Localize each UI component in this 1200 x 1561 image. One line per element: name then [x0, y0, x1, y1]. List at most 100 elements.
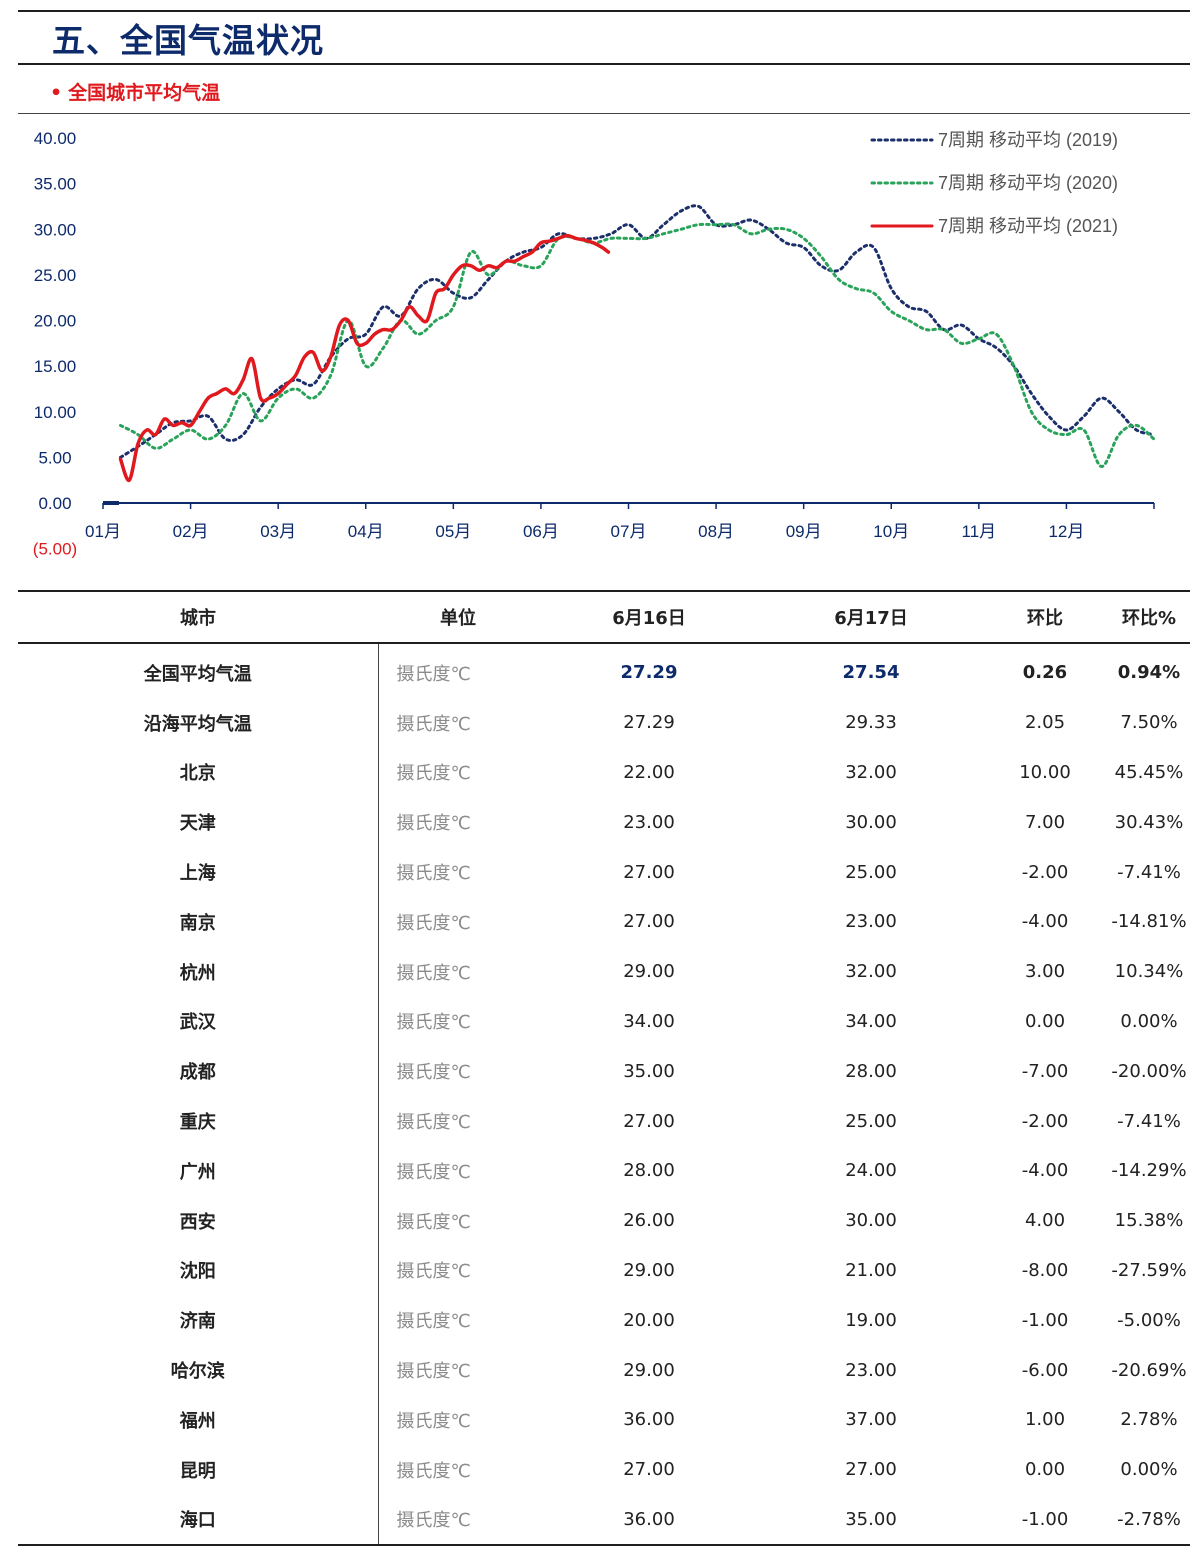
change-value: 0.00	[1024, 1010, 1066, 1032]
column-header: 6月17日	[760, 590, 982, 644]
x-tick-label: 05月	[435, 522, 471, 541]
table-row: 福州 摄氏度℃ 36.00 37.00 1.00 2.78%	[18, 1394, 1190, 1445]
x-tick-label: 02月	[173, 522, 209, 541]
jun16-value: 27.00	[623, 861, 675, 883]
y-tick-label: 20.00	[34, 312, 77, 331]
y-tick-label: 40.00	[34, 129, 77, 148]
change-value: 1.00	[1024, 1409, 1066, 1431]
table-row: 南京 摄氏度℃ 27.00 23.00 -4.00 -14.81%	[18, 896, 1190, 947]
table-row: 武汉 摄氏度℃ 34.00 34.00 0.00 0.00%	[18, 996, 1190, 1047]
unit-cell: 摄氏度℃	[377, 847, 538, 897]
jun16-value: 27.00	[623, 1459, 675, 1481]
change-pct: 45.45%	[1114, 761, 1184, 783]
y-tick-label: (5.00)	[33, 540, 77, 559]
jun16-value: 27.29	[623, 712, 675, 734]
city-name: 沈阳	[179, 1261, 216, 1283]
city-name: 成都	[179, 1062, 216, 1084]
page-title: 五、全国气温状况	[52, 21, 324, 60]
unit-cell: 摄氏度℃	[377, 1046, 538, 1097]
jun17-value: 25.00	[845, 1110, 897, 1132]
series-line-2019	[119, 204, 1156, 459]
x-tick-label: 11月	[962, 522, 997, 541]
table-row: 全国平均气温 摄氏度℃ 27.29 27.54 0.26 0.94%	[18, 643, 1190, 698]
jun16-value: 27.00	[623, 1110, 675, 1132]
unit-cell: 摄氏度℃	[377, 996, 538, 1047]
jun16-value: 34.00	[623, 1010, 675, 1032]
table-row: 成都 摄氏度℃ 35.00 28.00 -7.00 -20.00%	[18, 1046, 1190, 1097]
change-pct: -20.00%	[1111, 1060, 1187, 1082]
unit-cell: 摄氏度℃	[377, 1195, 538, 1246]
x-tick-label: 03月	[260, 522, 296, 541]
jun16-value: 26.00	[623, 1210, 675, 1232]
jun17-value: 21.00	[845, 1259, 897, 1281]
jun16-value: 29.00	[623, 1359, 675, 1381]
table-row: 昆明 摄氏度℃ 27.00 27.00 0.00 0.00%	[18, 1444, 1190, 1495]
change-value: -2.00	[1021, 1110, 1069, 1132]
change-pct: -14.81%	[1111, 911, 1187, 933]
unit-cell: 摄氏度℃	[377, 797, 538, 848]
change-value: -2.00	[1021, 861, 1069, 883]
city-name: 福州	[179, 1410, 216, 1432]
jun17-value: 25.00	[845, 861, 897, 883]
jun16-value: 23.00	[623, 811, 675, 833]
jun16-value: 22.00	[623, 761, 675, 783]
city-name: 上海	[179, 863, 216, 885]
unit-cell: 摄氏度℃	[377, 1295, 538, 1346]
x-axis-ticks: 01月 02月 03月 04月 05月 06月 07月 08月 09月 10月 11月 12月	[85, 522, 1084, 541]
x-tick-label: 09月	[786, 522, 822, 541]
jun16-value: 35.00	[623, 1060, 675, 1082]
jun16-value: 27.29	[620, 662, 678, 684]
city-name: 西安	[179, 1211, 216, 1233]
x-tick-label: 08月	[698, 522, 734, 541]
change-value: -1.00	[1021, 1309, 1069, 1331]
legend-label: 7周期 移动平均 (2021)	[938, 216, 1118, 236]
jun17-value: 29.33	[845, 712, 897, 734]
city-temperature-table: 城市 单位 6月16日 6月17日 环比 环比% 全国平均气温 摄氏度℃ 27.29 27.54…	[18, 590, 1190, 1547]
y-tick-label: 0.00	[38, 494, 71, 513]
legend-label: 7周期 移动平均 (2020)	[938, 173, 1118, 193]
jun17-value: 27.54	[842, 662, 900, 684]
change-value: -4.00	[1021, 1160, 1069, 1182]
change-value: -7.00	[1021, 1060, 1069, 1082]
unit-cell: 摄氏度℃	[377, 643, 538, 698]
change-pct: 30.43%	[1114, 811, 1184, 833]
unit-cell: 摄氏度℃	[377, 697, 538, 748]
city-name: 南京	[179, 912, 216, 934]
table-row: 杭州 摄氏度℃ 29.00 32.00 3.00 10.34%	[18, 946, 1190, 997]
table-row: 济南 摄氏度℃ 20.00 19.00 -1.00 -5.00%	[18, 1295, 1190, 1346]
jun17-value: 23.00	[845, 1359, 897, 1381]
jun16-value: 36.00	[538, 1494, 760, 1547]
x-tick-label: 04月	[348, 522, 384, 541]
unit-cell: 摄氏度℃	[377, 1145, 538, 1196]
jun17-value: 23.00	[845, 911, 897, 933]
change-pct: -2.78%	[1108, 1494, 1190, 1547]
y-tick-label: 35.00	[34, 175, 77, 194]
city-name: 沿海平均气温	[143, 713, 252, 735]
table-row: 北京 摄氏度℃ 22.00 32.00 10.00 45.45%	[18, 747, 1190, 798]
title-rule	[18, 63, 1190, 65]
table-row: 海口 摄氏度℃ 36.00 35.00 -1.00 -2.78%	[18, 1494, 1190, 1547]
table-header-row: 城市 单位 6月16日 6月17日 环比 环比%	[18, 590, 1190, 644]
change-pct: -20.69%	[1111, 1359, 1187, 1381]
change-pct: 7.50%	[1120, 712, 1178, 734]
column-header: 城市	[18, 590, 378, 644]
jun17-value: 27.00	[845, 1459, 897, 1481]
y-tick-label: 10.00	[34, 403, 77, 422]
city-name: 哈尔滨	[170, 1361, 225, 1383]
city-name: 全国平均气温	[143, 663, 252, 685]
jun17-value: 34.00	[845, 1010, 897, 1032]
change-value: -4.00	[1021, 911, 1069, 933]
x-tick-label: 06月	[523, 522, 559, 541]
table-row: 天津 摄氏度℃ 23.00 30.00 7.00 30.43%	[18, 797, 1190, 848]
change-value: 7.00	[1024, 811, 1066, 833]
change-pct: 0.00%	[1120, 1459, 1178, 1481]
city-name: 重庆	[179, 1112, 216, 1134]
bullet-icon: •	[50, 82, 63, 104]
city-name: 天津	[179, 813, 216, 835]
table-row: 广州 摄氏度℃ 28.00 24.00 -4.00 -14.29%	[18, 1145, 1190, 1196]
table-row: 西安 摄氏度℃ 26.00 30.00 4.00 15.38%	[18, 1195, 1190, 1246]
x-tick-label: 01月	[85, 522, 121, 541]
city-name: 海口	[18, 1494, 378, 1547]
city-name: 武汉	[179, 1012, 216, 1034]
x-axis	[102, 501, 1155, 509]
